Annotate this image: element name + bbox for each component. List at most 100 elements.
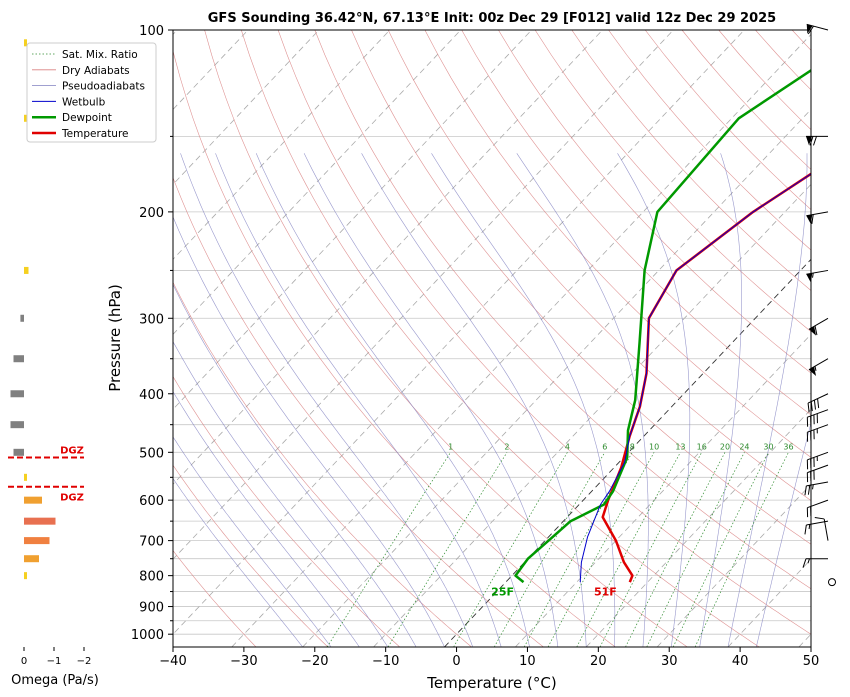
isotherm-line (444, 258, 811, 647)
barb-shape (804, 481, 829, 496)
pseudoadiabat-line (361, 153, 587, 647)
isotherm-line (656, 483, 811, 647)
plot-frame (172, 29, 812, 648)
barb-pennant (808, 366, 817, 377)
y-tick-label: 400 (139, 388, 164, 403)
barb-full (813, 414, 815, 425)
pseudoadiabat-line (180, 153, 474, 647)
wind-barb (806, 23, 829, 35)
pseudoadiabat-line (173, 477, 303, 647)
barb-full (804, 524, 807, 535)
barb-half (816, 428, 818, 434)
isotherm-line (231, 33, 811, 647)
surface-value-label: 25F (491, 586, 514, 599)
y-tick-label: 900 (139, 601, 164, 616)
dry-adiabat-line (173, 176, 544, 647)
mixing-ratio-line (453, 452, 568, 647)
pseudoadiabat-line (215, 153, 502, 647)
omega-bar (24, 266, 29, 274)
barb-full (810, 401, 813, 412)
barb-full (804, 485, 807, 496)
barb-full (814, 517, 825, 520)
barb-full (810, 506, 812, 516)
legend-entry: Pseudoadiabats (62, 81, 145, 93)
wind-barb (808, 317, 829, 336)
wind-barb-column (802, 23, 836, 587)
wind-barb (806, 499, 829, 518)
omega-bar (10, 421, 24, 429)
omega-axis-label: Omega (Pa/s) (11, 673, 99, 688)
chart-axes: 25F 51F −40 −30 −20 −10 0 10 20 30 40 50 100 200 300 40… (131, 24, 819, 669)
mixing-ratio-label: 30 (763, 442, 773, 451)
dgz-label: DGZ (60, 446, 84, 457)
dgz-label: DGZ (60, 493, 84, 504)
barb-half (816, 456, 818, 462)
dry-adiabat-line (173, 375, 400, 647)
dry-adiabat-line (241, 30, 760, 647)
barb-full (809, 136, 814, 146)
barb-full (814, 325, 818, 336)
wind-barb (806, 211, 829, 225)
barb-shape (806, 451, 829, 470)
barb-shape (807, 393, 829, 413)
y-tick-label: 200 (139, 206, 164, 221)
mixing-ratio-label: 6 (602, 442, 607, 451)
barb-full (806, 432, 809, 442)
mixing-ratio-line (493, 452, 606, 647)
barb-staff (808, 317, 829, 330)
barb-full (810, 415, 812, 426)
omega-tick-label: −1 (47, 656, 62, 667)
pseudoadiabat-line (516, 153, 649, 647)
barb-half (812, 484, 814, 490)
chart-legend: Sat. Mix. Ratio Dry Adiabats Pseudoadiabat… (26, 42, 157, 143)
isotherm-line (173, 30, 603, 485)
barb-staff (806, 23, 829, 31)
omega-bar (20, 314, 24, 322)
wind-barb (806, 464, 829, 483)
barb-half (814, 366, 817, 371)
surface-value-label: 51F (594, 586, 617, 599)
mixing-ratio-label: 2 (504, 442, 509, 451)
barb-staff (807, 499, 829, 509)
barb-full (806, 507, 809, 518)
series-line-dewpoint (514, 68, 811, 584)
isotherm-line (302, 108, 811, 647)
omega-bar (24, 496, 42, 504)
barb-shape (806, 135, 828, 146)
pseudoadiabat-line (431, 153, 616, 647)
pseudoadiabat-line (173, 436, 332, 647)
barb-pennant (806, 273, 813, 283)
y-tick-label: 800 (139, 570, 164, 585)
pseudoadiabat-line (699, 153, 742, 647)
dry-adiabat-line (829, 30, 850, 647)
x-tick-label: 20 (590, 654, 607, 669)
x-tick-label: 40 (732, 654, 749, 669)
barb-full (811, 214, 814, 224)
chart-title: GFS Sounding 36.42°N, 67.13°E Init: 00z … (208, 11, 776, 26)
barb-shape (806, 424, 829, 442)
pseudoadiabat-line (727, 153, 808, 647)
barb-full (810, 430, 812, 441)
mixing-ratio-line (694, 452, 789, 647)
omega-bar (24, 473, 27, 481)
dry-adiabat-line (644, 30, 811, 211)
x-tick-label: 10 (519, 654, 536, 669)
dry-adiabat-line (387, 30, 811, 501)
y-tick-label: 100 (139, 24, 164, 39)
barb-staff (807, 451, 829, 461)
barb-full (806, 459, 809, 470)
dry-adiabat-line (791, 30, 811, 51)
omega-bar (10, 390, 24, 398)
wind-barb (828, 578, 836, 587)
x-tick-label: 0 (452, 654, 460, 669)
y-axis-label: Pressure (hPa) (106, 284, 124, 392)
chart-series (514, 68, 811, 584)
mixing-ratio-line (326, 452, 451, 647)
barb-half (808, 524, 811, 530)
x-tick-label: 50 (803, 654, 820, 669)
barb-full (813, 470, 815, 480)
mixing-ratio-line (387, 452, 508, 647)
wind-barb (808, 358, 829, 377)
wind-barb (804, 481, 829, 496)
mixing-ratio-label: 20 (720, 442, 730, 451)
